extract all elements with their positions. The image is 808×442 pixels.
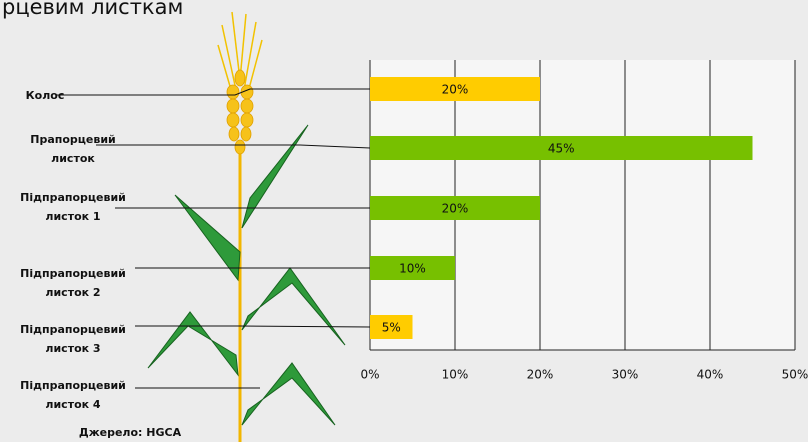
x-tick-label: 40% [697,368,724,382]
x-tick-label: 30% [612,368,639,382]
bar [370,256,455,280]
bar [370,136,753,160]
category-label: Колос [25,89,65,102]
value-label: 45% [548,142,575,156]
x-tick-label: 0% [360,368,379,382]
leader-line [96,144,371,149]
x-tick-label: 10% [442,368,469,382]
category-label: Підпрапорцевий листок 3 [20,323,126,355]
source: Джерело: HGCA [79,426,182,439]
category-label: Підпрапорцевий листок 2 [20,267,126,299]
value-label: 5% [382,321,401,335]
x-tick-label: 20% [527,368,554,382]
category-label: Підпрапорцевий листок 1 [20,191,126,223]
value-label: 20% [442,202,469,216]
bar [370,315,413,339]
leader-line [135,325,371,328]
category-label: Прапорцевий листок [30,133,116,165]
value-label: 10% [399,262,426,276]
bar [370,196,540,220]
leader-line [57,88,370,96]
chart-title: рцевим листкам [2,0,183,19]
category-label: Підпрапорцевий листок 4 [20,379,126,411]
value-label: 20% [442,83,469,97]
x-tick-label: 50% [782,368,808,382]
plant [147,11,346,442]
bar [370,77,540,101]
